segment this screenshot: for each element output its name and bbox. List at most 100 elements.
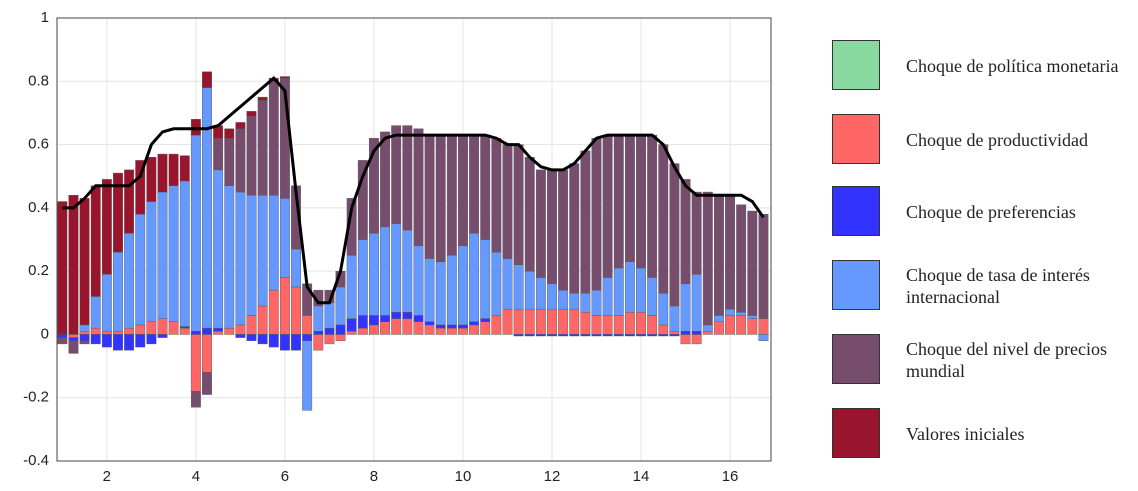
bar-segment [702, 191, 713, 326]
bar-segment [480, 134, 491, 240]
bar-segment [90, 334, 101, 345]
bar-segment [547, 308, 557, 335]
bar-segment [291, 286, 301, 335]
bar-segment [235, 122, 246, 129]
bar-segment [558, 308, 569, 335]
bar-segment [357, 239, 368, 316]
bar-segment [691, 191, 702, 275]
bar-segment [313, 305, 324, 332]
bar-segment [669, 334, 680, 337]
bar-segment [702, 331, 713, 335]
legend-label: Valores iniciales [906, 424, 1025, 444]
y-tick-label: 0.2 [28, 262, 49, 279]
bar-segment [68, 334, 79, 338]
bar-segment [446, 324, 457, 329]
bar-segment [57, 337, 68, 345]
bar-segment [458, 245, 468, 326]
bar-segment [569, 334, 580, 337]
bar-segment [513, 144, 524, 266]
bar-segment [558, 334, 569, 337]
bar-segment [357, 327, 368, 335]
x-tick-label: 6 [281, 468, 289, 485]
bar-segment [424, 321, 435, 326]
bar-segment [524, 308, 535, 335]
bar-segment [380, 131, 390, 228]
bar-segment [658, 144, 669, 294]
bar-segment [658, 293, 669, 326]
chart: -0.4-0.200.20.40.60.812 4 6 8 10 12 14 16 [23, 9, 772, 485]
bar-segment [758, 318, 769, 335]
bar-segment [613, 134, 624, 269]
bar-segment [313, 334, 324, 351]
bar-segment [346, 255, 357, 319]
bar-segment [691, 274, 702, 332]
bar-segment [413, 315, 424, 322]
bar-segment [268, 289, 279, 335]
bar-segment [113, 172, 123, 253]
bar-segment [190, 134, 201, 332]
bar-segment [758, 334, 769, 341]
bar-segment [90, 327, 101, 335]
legend-item: Choque de preferencias [830, 186, 1130, 238]
bar-segment [268, 334, 279, 348]
bar-segment [213, 169, 224, 329]
bar-segment [268, 81, 279, 196]
bar-segment [713, 321, 724, 335]
bar-segment [602, 334, 613, 337]
bar-segment [591, 289, 602, 316]
bar-segment [190, 331, 201, 335]
bar-segment [491, 251, 502, 316]
bar-segment [213, 327, 224, 332]
bar-segment [535, 277, 546, 310]
bar-segment [124, 334, 135, 351]
bar-segment [424, 258, 435, 322]
legend-label: Choque de productividad [906, 130, 1088, 150]
bar-segment [224, 138, 235, 186]
bar-segment [602, 134, 613, 278]
y-tick-label: -0.2 [23, 389, 49, 406]
bar-segment [146, 201, 157, 322]
legend-swatch [832, 408, 880, 458]
bar-segment [580, 334, 591, 337]
legend-item: Valores iniciales [830, 408, 1130, 460]
bar-segment [90, 296, 101, 329]
bar-segment [713, 194, 724, 316]
bar-segment [157, 153, 168, 193]
bar-segment [647, 277, 658, 316]
bar-segment [380, 315, 390, 322]
bar-segment [758, 213, 769, 319]
bar-segment [524, 334, 535, 337]
bar-segment [135, 334, 146, 348]
bar-segment [547, 334, 557, 337]
bar-segment [680, 331, 691, 335]
bar-segment [57, 334, 68, 338]
bar-segment [213, 138, 224, 171]
bar-segment [257, 100, 268, 196]
bar-segment [402, 229, 413, 313]
bar-segment [79, 334, 90, 341]
bar-segment [279, 277, 290, 335]
bar-segment [101, 179, 112, 275]
bar-segment [602, 315, 613, 335]
bar-segment [213, 331, 224, 335]
bar-segment [179, 327, 190, 335]
bar-segment [291, 248, 301, 288]
bar-segment [580, 150, 591, 294]
bar-segment [157, 191, 168, 319]
bar-segment [435, 134, 446, 262]
bar-segment [202, 71, 212, 88]
bar-segment [624, 261, 635, 313]
bar-segment [469, 324, 480, 335]
bar-segment [357, 160, 368, 240]
bar-segment [413, 245, 424, 316]
bar-segment [246, 115, 257, 196]
legend-swatch [832, 40, 880, 90]
bar-segment [202, 87, 212, 329]
bar-segment [257, 334, 268, 345]
bar-segment [469, 232, 480, 322]
bar-segment [179, 155, 190, 182]
bar-segment [335, 286, 346, 326]
bar-segment [235, 191, 246, 326]
bar-segment [469, 321, 480, 326]
bar-segment [513, 334, 524, 337]
